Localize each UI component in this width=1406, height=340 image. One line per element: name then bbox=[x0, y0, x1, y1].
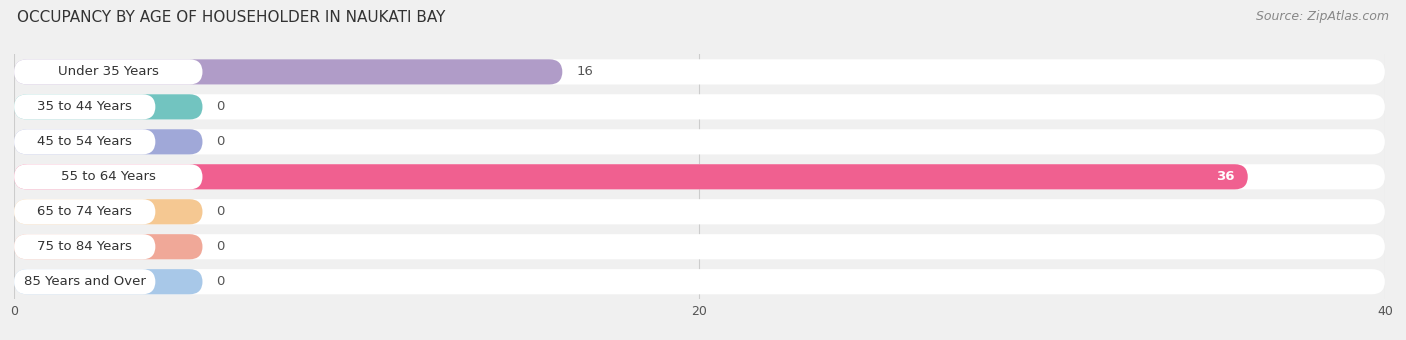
FancyBboxPatch shape bbox=[14, 164, 202, 189]
FancyBboxPatch shape bbox=[14, 94, 156, 119]
FancyBboxPatch shape bbox=[14, 269, 1385, 294]
FancyBboxPatch shape bbox=[14, 269, 156, 294]
Text: 65 to 74 Years: 65 to 74 Years bbox=[38, 205, 132, 218]
Text: 85 Years and Over: 85 Years and Over bbox=[24, 275, 146, 288]
FancyBboxPatch shape bbox=[14, 199, 202, 224]
Text: 0: 0 bbox=[217, 100, 225, 113]
FancyBboxPatch shape bbox=[14, 59, 562, 84]
Text: 0: 0 bbox=[217, 135, 225, 148]
Text: 0: 0 bbox=[217, 240, 225, 253]
FancyBboxPatch shape bbox=[14, 269, 202, 294]
Text: 55 to 64 Years: 55 to 64 Years bbox=[60, 170, 156, 183]
FancyBboxPatch shape bbox=[14, 59, 1385, 84]
Text: 0: 0 bbox=[217, 275, 225, 288]
FancyBboxPatch shape bbox=[14, 129, 156, 154]
FancyBboxPatch shape bbox=[14, 59, 202, 84]
FancyBboxPatch shape bbox=[14, 164, 1385, 189]
FancyBboxPatch shape bbox=[14, 234, 1385, 259]
Text: 36: 36 bbox=[1216, 170, 1234, 183]
FancyBboxPatch shape bbox=[14, 199, 156, 224]
FancyBboxPatch shape bbox=[14, 129, 202, 154]
Text: OCCUPANCY BY AGE OF HOUSEHOLDER IN NAUKATI BAY: OCCUPANCY BY AGE OF HOUSEHOLDER IN NAUKA… bbox=[17, 10, 446, 25]
FancyBboxPatch shape bbox=[14, 234, 156, 259]
Text: 75 to 84 Years: 75 to 84 Years bbox=[38, 240, 132, 253]
FancyBboxPatch shape bbox=[14, 94, 1385, 119]
Text: Under 35 Years: Under 35 Years bbox=[58, 65, 159, 79]
Text: 16: 16 bbox=[576, 65, 593, 79]
FancyBboxPatch shape bbox=[14, 234, 202, 259]
Text: 45 to 54 Years: 45 to 54 Years bbox=[38, 135, 132, 148]
FancyBboxPatch shape bbox=[14, 94, 202, 119]
FancyBboxPatch shape bbox=[14, 129, 1385, 154]
Text: Source: ZipAtlas.com: Source: ZipAtlas.com bbox=[1256, 10, 1389, 23]
Text: 0: 0 bbox=[217, 205, 225, 218]
Text: 35 to 44 Years: 35 to 44 Years bbox=[38, 100, 132, 113]
FancyBboxPatch shape bbox=[14, 164, 1249, 189]
FancyBboxPatch shape bbox=[14, 199, 1385, 224]
